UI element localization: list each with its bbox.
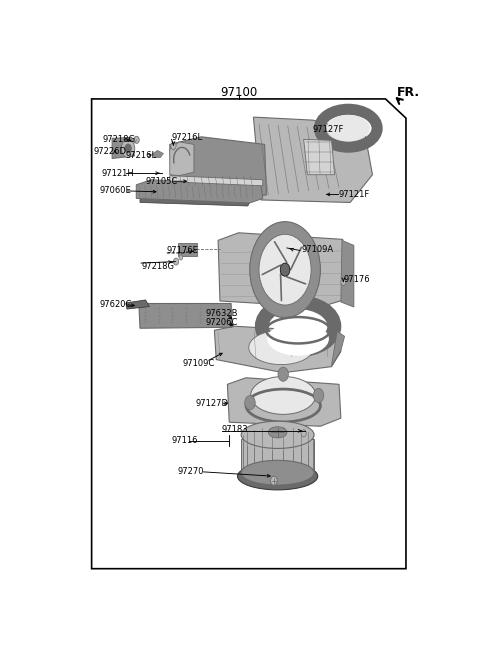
Text: 97176: 97176 — [344, 275, 370, 284]
Text: 97218G: 97218G — [103, 135, 136, 144]
Ellipse shape — [241, 461, 314, 485]
Text: 97109C: 97109C — [183, 359, 215, 367]
Ellipse shape — [267, 322, 329, 356]
Ellipse shape — [251, 377, 316, 415]
Text: 97100: 97100 — [220, 87, 257, 99]
Text: 97176E: 97176E — [167, 246, 199, 255]
Polygon shape — [170, 176, 263, 186]
Circle shape — [313, 388, 324, 403]
Circle shape — [341, 278, 346, 285]
Polygon shape — [140, 197, 250, 206]
Circle shape — [278, 367, 288, 381]
Text: 97060E: 97060E — [99, 186, 131, 195]
Circle shape — [171, 142, 176, 150]
Text: 97105C: 97105C — [145, 176, 178, 186]
Text: 97620C: 97620C — [99, 300, 132, 309]
Circle shape — [173, 258, 179, 265]
Polygon shape — [136, 180, 263, 203]
Text: 97270: 97270 — [177, 467, 204, 476]
Text: 97216L: 97216L — [172, 133, 203, 142]
FancyBboxPatch shape — [178, 243, 196, 256]
Polygon shape — [253, 117, 372, 203]
Polygon shape — [332, 331, 345, 365]
Text: FR.: FR. — [396, 87, 420, 99]
Polygon shape — [126, 300, 149, 309]
Circle shape — [301, 430, 306, 437]
Ellipse shape — [241, 421, 314, 449]
Text: 97121H: 97121H — [102, 169, 134, 178]
Text: 97632B: 97632B — [205, 308, 238, 318]
Text: 97183: 97183 — [222, 425, 249, 434]
Polygon shape — [112, 137, 134, 159]
Text: 97127D: 97127D — [196, 399, 229, 408]
Ellipse shape — [327, 115, 370, 142]
Text: 97121F: 97121F — [338, 190, 370, 199]
Ellipse shape — [238, 462, 318, 490]
Circle shape — [125, 144, 132, 153]
Text: 97216L: 97216L — [125, 151, 156, 160]
Circle shape — [259, 234, 311, 305]
Text: 97218G: 97218G — [141, 262, 174, 271]
Polygon shape — [139, 304, 232, 328]
Text: 97116: 97116 — [172, 436, 198, 445]
Circle shape — [250, 222, 321, 318]
Polygon shape — [228, 378, 341, 426]
Text: 97226D: 97226D — [94, 147, 126, 156]
Text: 97109A: 97109A — [301, 245, 333, 254]
Circle shape — [179, 255, 183, 260]
Circle shape — [121, 139, 135, 157]
Polygon shape — [215, 326, 341, 373]
Circle shape — [245, 396, 255, 410]
Circle shape — [271, 476, 277, 485]
Polygon shape — [304, 139, 335, 174]
Circle shape — [280, 263, 290, 276]
Circle shape — [134, 136, 139, 144]
Ellipse shape — [249, 330, 314, 365]
Text: 97206C: 97206C — [205, 318, 238, 327]
Polygon shape — [170, 137, 266, 200]
Polygon shape — [170, 142, 194, 176]
Polygon shape — [218, 233, 344, 307]
Text: 97127F: 97127F — [313, 125, 344, 134]
Ellipse shape — [268, 427, 287, 438]
Polygon shape — [152, 150, 163, 157]
Polygon shape — [241, 439, 314, 473]
Polygon shape — [341, 240, 354, 307]
